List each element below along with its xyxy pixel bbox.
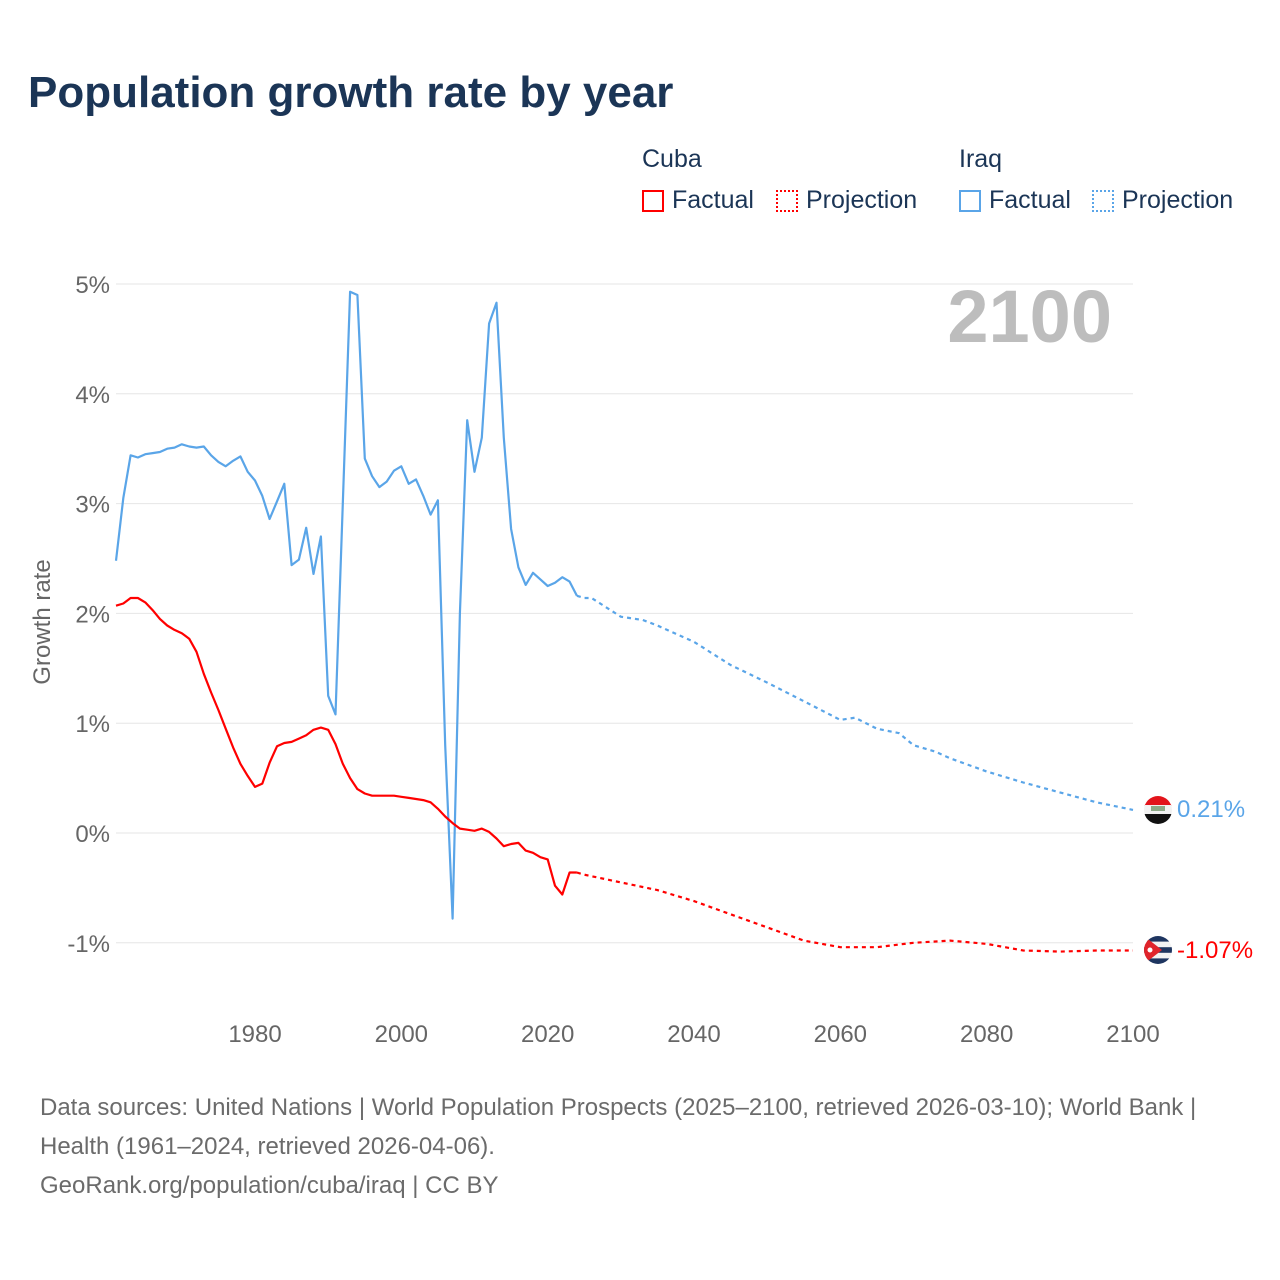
cuba-flag-icon [1144,936,1172,964]
y-tick-label: 0% [75,821,110,848]
x-tick-label: 2080 [960,1021,1013,1048]
legend-swatch-dotted [1092,189,1114,212]
attribution-link[interactable]: GeoRank.org/population/cuba/iraq | CC BY [40,1172,499,1199]
legend-cuba-projection[interactable]: Projection [776,186,917,215]
x-tick-label: 2020 [521,1021,574,1048]
cuba-end-value: -1.07% [1177,937,1253,964]
cuba-factual-line [115,596,577,896]
iraq-factual-line [114,290,578,920]
y-tick-label: 2% [75,601,110,628]
legend-group-iraq: Iraq [959,145,1003,173]
iraq-flag-icon [1144,796,1172,824]
legend-swatch-solid [642,189,664,212]
x-tick-label: 2000 [375,1021,428,1048]
y-tick-label: 5% [75,272,110,299]
legend-iraq-factual[interactable]: Factual [959,186,1071,215]
data-sources: Data sources: United Nations | World Pop… [40,1094,1197,1160]
y-tick-label: 1% [75,711,110,738]
legend-swatch-solid [959,189,981,212]
y-tick-label: 3% [75,492,110,519]
y-tick-label: 4% [75,382,110,409]
legend-label: Factual [989,186,1071,214]
iraq-projection-line [576,594,1134,811]
x-tick-label: 1980 [228,1021,281,1048]
legend-group-cuba: Cuba [642,145,702,173]
legend-label: Projection [806,186,918,214]
y-tick-label: -1% [67,931,110,958]
x-tick-label: 2040 [667,1021,720,1048]
current-year-label: 2100 [947,275,1112,358]
x-tick-label: 2100 [1106,1021,1159,1048]
legend-swatch-dotted [776,189,798,212]
legend-label: Factual [672,186,754,214]
legend-iraq-projection[interactable]: Projection [1092,186,1233,215]
x-tick-label: 2060 [814,1021,867,1048]
chart-title: Population growth rate by year [28,68,674,117]
y-axis-label: Growth rate [29,559,56,684]
footer: Data sources: United Nations | World Pop… [40,1088,1240,1205]
legend-label: Projection [1122,186,1234,214]
legend-cuba-factual[interactable]: Factual [642,186,754,215]
cuba-projection-line [576,871,1133,953]
iraq-end-value: 0.21% [1177,796,1245,823]
